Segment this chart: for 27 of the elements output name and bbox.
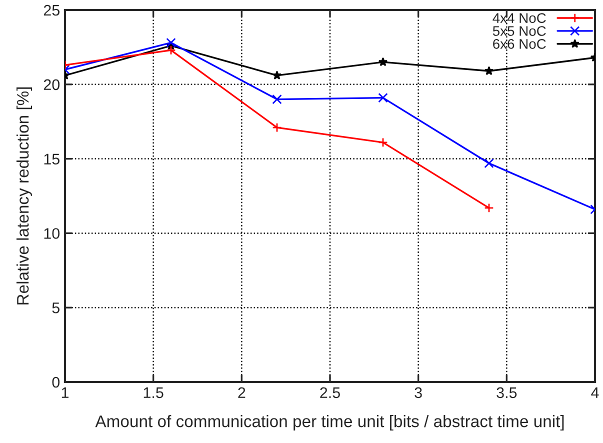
x-tick-label: 4 bbox=[591, 387, 599, 398]
y-tick-label: 0 bbox=[52, 376, 60, 388]
x-axis-title: Amount of communication per time unit [bits / abstract time unit] bbox=[95, 414, 564, 431]
y-tick-label: 20 bbox=[44, 79, 60, 90]
y-tick-label: 25 bbox=[44, 4, 60, 16]
point bbox=[272, 94, 282, 104]
legend-label: 5x5 NoC bbox=[492, 26, 546, 36]
point bbox=[272, 70, 282, 80]
point bbox=[484, 158, 494, 168]
point bbox=[484, 66, 494, 76]
x-tick-label: 2.5 bbox=[320, 387, 340, 398]
y-axis-title: Relative latency reduction [%] bbox=[16, 87, 32, 304]
point bbox=[378, 92, 388, 103]
y-tick-label: 15 bbox=[44, 154, 60, 164]
legend-label: 6x6 NoC bbox=[493, 39, 546, 49]
y-tick-label: 10 bbox=[44, 228, 60, 239]
x-tick-label: 1 bbox=[62, 387, 69, 398]
x-tick-label: 2 bbox=[238, 387, 246, 398]
point bbox=[378, 138, 388, 148]
x-tick-label: 3 bbox=[414, 387, 422, 398]
x-tick-label: 1.5 bbox=[144, 387, 164, 398]
x-tick-label: 3.5 bbox=[496, 387, 517, 398]
legend-label: 4x4 NoC bbox=[492, 13, 546, 23]
point bbox=[272, 122, 282, 132]
point bbox=[484, 203, 494, 213]
y-tick-label: 5 bbox=[52, 302, 60, 314]
point bbox=[378, 57, 388, 66]
